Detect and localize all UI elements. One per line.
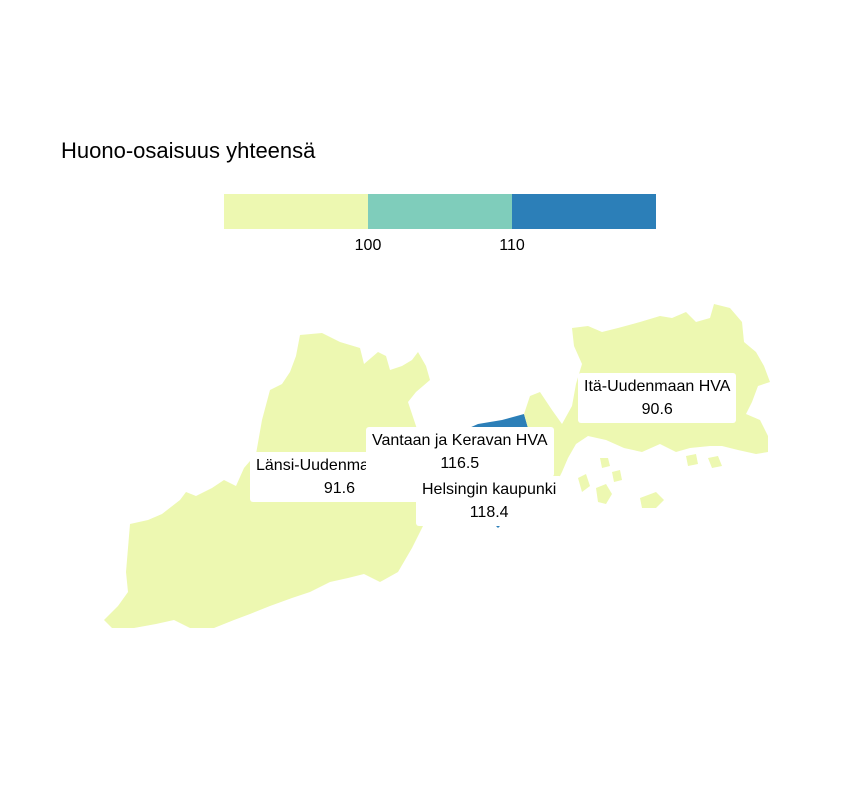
island-ita-6 bbox=[708, 456, 722, 468]
region-name: Helsingin kaupunki bbox=[422, 481, 557, 498]
region-value: 91.6 bbox=[323, 480, 356, 497]
island-ita-4 bbox=[612, 470, 622, 482]
island-ita-1 bbox=[640, 492, 664, 508]
legend-title: Huono-osaisuus yhteensä bbox=[61, 138, 316, 163]
region-label-vantaa-kerava: Vantaan ja Keravan HVA 116.5 bbox=[366, 427, 554, 477]
legend-tick-110: 110 bbox=[499, 237, 525, 254]
legend-tick-100: 100 bbox=[354, 237, 382, 254]
region-value: 118.4 bbox=[469, 504, 509, 521]
island-ita-5 bbox=[686, 454, 698, 466]
region-name: Itä-Uudenmaan HVA bbox=[584, 378, 731, 395]
region-name: Vantaan ja Keravan HVA bbox=[372, 432, 548, 449]
island-ita-7 bbox=[600, 458, 610, 468]
region-value: 90.6 bbox=[641, 401, 673, 418]
region-label-helsinki: Helsingin kaupunki 118.4 bbox=[416, 476, 563, 526]
region-value: 116.5 bbox=[440, 455, 480, 472]
region-label-ita-uusimaa: Itä-Uudenmaan HVA 90.6 bbox=[578, 373, 737, 423]
island-ita-3 bbox=[578, 474, 590, 492]
island-lansi-1 bbox=[190, 602, 216, 614]
island-ita-2 bbox=[596, 484, 612, 504]
